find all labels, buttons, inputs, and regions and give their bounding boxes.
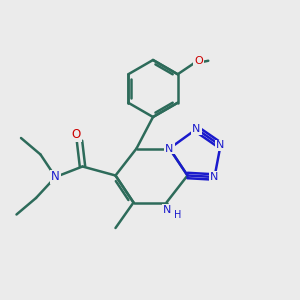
Text: N: N [163, 205, 171, 215]
Text: N: N [51, 170, 60, 184]
Text: O: O [72, 128, 81, 141]
Text: N: N [192, 124, 201, 134]
Text: N: N [210, 172, 219, 182]
Text: N: N [165, 143, 174, 154]
Text: H: H [174, 210, 182, 220]
Text: N: N [216, 140, 225, 151]
Text: O: O [194, 56, 203, 66]
